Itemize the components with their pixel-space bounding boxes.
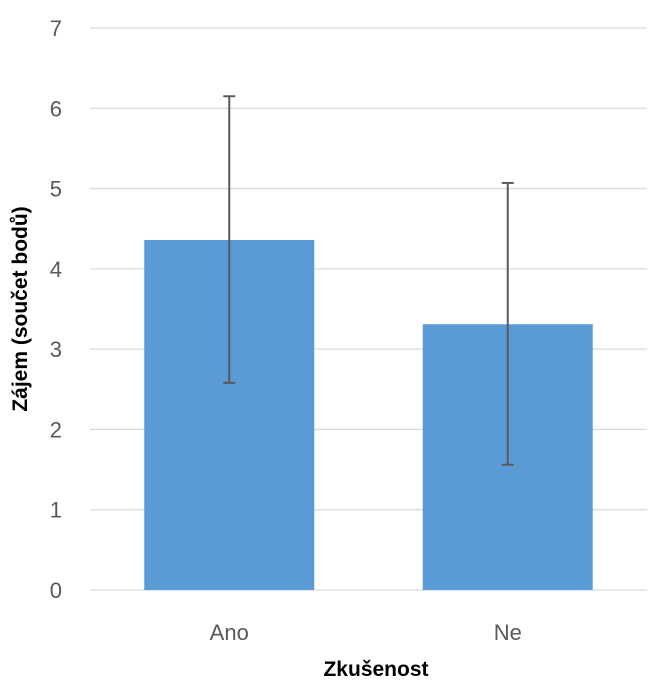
y-tick-label: 0 <box>50 578 62 603</box>
x-tick-label: Ne <box>494 620 522 645</box>
y-tick-label: 3 <box>50 337 62 362</box>
y-tick-label: 2 <box>50 417 62 442</box>
y-axis-title: Zájem (součet bodů) <box>9 206 32 411</box>
y-tick-label: 1 <box>50 498 62 523</box>
error-bars <box>223 95 514 466</box>
x-axis-title: Zkušenost <box>323 658 428 680</box>
y-tick-label: 5 <box>50 177 62 202</box>
bars <box>144 239 593 590</box>
x-axis-ticks: Ano Ne <box>210 620 522 645</box>
y-tick-label: 4 <box>50 257 62 282</box>
error-bar-ano <box>223 95 236 384</box>
y-tick-label: 6 <box>50 96 62 121</box>
x-tick-label: Ano <box>210 620 249 645</box>
error-bar-ne <box>501 181 514 466</box>
y-axis-ticks: 0 1 2 3 4 5 6 7 <box>50 16 62 603</box>
y-tick-label: 7 <box>50 16 62 41</box>
